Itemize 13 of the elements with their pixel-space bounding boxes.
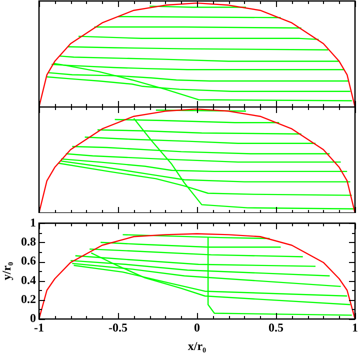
y-tick-label: 0.2: [21, 292, 36, 306]
y-tick-label: 0.4: [21, 272, 36, 287]
x-axis-title: x/r₀: [188, 338, 207, 353]
x-tick-label: 0: [194, 320, 200, 334]
y-tick-label: 0.8: [21, 234, 36, 248]
y-axis-title: y/r₀: [0, 262, 14, 280]
y-tick-label: 0.6: [21, 254, 36, 268]
x-tick-label: -0.5: [108, 320, 128, 334]
x-tick-label: -1: [34, 320, 44, 334]
y-tick-label: 0: [30, 311, 36, 326]
x-tick-label: 0.5: [268, 320, 284, 334]
y-tick-label: 1: [30, 215, 36, 230]
x-tick-label: 1: [352, 320, 358, 334]
